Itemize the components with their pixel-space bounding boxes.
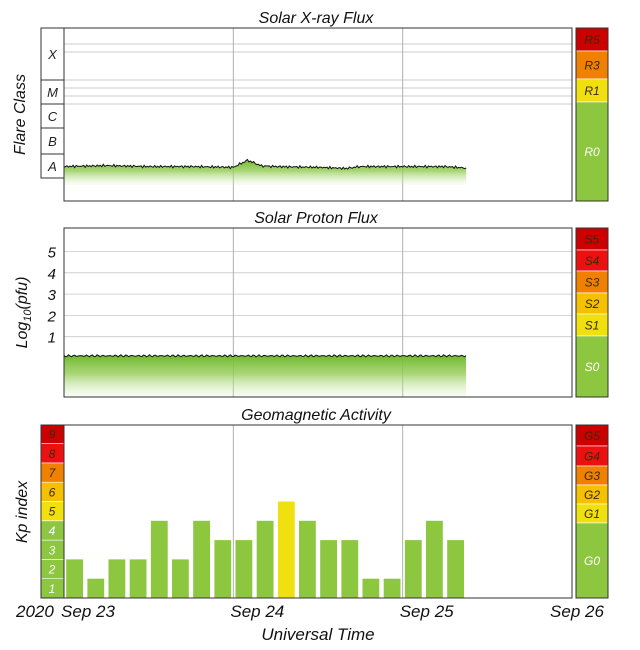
kp-level-label-1: 1 <box>49 582 56 596</box>
kp-bar <box>129 559 147 598</box>
scale-label-g0: G0 <box>584 554 600 568</box>
kp-bar <box>214 540 232 598</box>
scale-frame <box>575 424 609 599</box>
proton-panel-title: Solar Proton Flux <box>254 210 379 227</box>
proton-plot-frame <box>63 227 573 398</box>
x-tick-label: Sep 26 <box>550 602 604 621</box>
proton-flux-area <box>64 354 467 397</box>
scale-label-s0: S0 <box>585 360 600 374</box>
kp-bar <box>172 559 189 598</box>
scale-label-s1: S1 <box>585 319 600 333</box>
kp-y-axis-label: Kp index <box>14 480 31 543</box>
scale-level-r0 <box>575 101 609 202</box>
scale-frame <box>575 227 609 398</box>
kp-bar <box>447 540 464 598</box>
proton-y-tick-label: 2 <box>47 308 57 325</box>
kp-bar <box>383 578 401 598</box>
xray-y-axis-label: Flare Class <box>12 74 29 155</box>
kp-bar <box>150 520 168 598</box>
year-label: 2020 <box>15 602 54 621</box>
kp-bar <box>426 520 443 598</box>
kp-level-label-8: 8 <box>49 447 56 461</box>
scale-frame <box>575 27 609 202</box>
scale-label-g5: G5 <box>584 429 600 443</box>
kp-bar <box>362 578 380 598</box>
xray-panel-title: Solar X-ray Flux <box>259 10 375 27</box>
kp-level-label-2: 2 <box>48 563 56 577</box>
kp-bar <box>299 520 316 598</box>
scale-label-g4: G4 <box>584 450 600 464</box>
x-axis-label: Universal Time <box>261 625 374 644</box>
scale-label-r0: R0 <box>584 145 600 159</box>
kp-plot-area <box>64 425 572 598</box>
proton-y-tick-label: 3 <box>48 287 57 304</box>
flare-class-label-x: X <box>47 47 58 62</box>
proton-y-axis-label: Log10(pfu) <box>14 277 34 349</box>
kp-level-label-9: 9 <box>49 427 56 441</box>
scale-label-r1: R1 <box>584 84 599 98</box>
kp-bar <box>66 559 83 598</box>
xray-flux-area <box>64 159 467 185</box>
scale-label-r5: R5 <box>584 33 600 47</box>
x-tick-label: Sep 25 <box>400 602 454 621</box>
scale-label-s5: S5 <box>585 233 600 247</box>
kp-bar <box>193 520 210 598</box>
geomagnetic-panel-title: Geomagnetic Activity <box>241 407 392 424</box>
scale-label-s2: S2 <box>585 297 600 311</box>
geomagnetic-activity-panel: Geomagnetic Activity Kp index 1 2 3 4 5 6 7 8 9 G5 G… <box>14 407 609 599</box>
proton-flux-line <box>63 354 467 358</box>
kp-bar <box>320 540 337 598</box>
scale-label-s4: S4 <box>585 254 600 268</box>
proton-y-tick-label: 5 <box>48 245 57 262</box>
proton-y-tick-label: 4 <box>48 266 56 283</box>
xray-plot-frame <box>63 27 573 202</box>
kp-bar <box>87 578 105 598</box>
scale-label-r3: R3 <box>584 59 600 73</box>
kp-bar <box>256 520 274 598</box>
x-tick-label: Sep 23 <box>61 602 115 621</box>
flare-class-label-a: A <box>47 159 57 174</box>
kp-bar <box>235 540 253 598</box>
kp-level-label-7: 7 <box>49 466 57 480</box>
proton-flux-panel: Solar Proton Flux Log10(pfu) 1 2 3 4 5 S5 S4 S3 S2… <box>14 210 609 398</box>
scale-label-s3: S3 <box>585 276 600 290</box>
kp-bar <box>404 540 422 598</box>
x-tick-label: Sep 24 <box>230 602 284 621</box>
flare-class-label-c: C <box>48 109 58 124</box>
kp-level-label-3: 3 <box>49 543 56 557</box>
kp-level-label-5: 5 <box>49 505 56 519</box>
kp-bar <box>108 559 126 598</box>
flare-class-label-m: M <box>47 85 58 100</box>
time-axis: 2020 Sep 23 Sep 24 Sep 25 Sep 26 Universal Ti… <box>15 602 604 644</box>
kp-plot-frame <box>63 424 573 599</box>
kp-level-label-6: 6 <box>49 485 56 499</box>
kp-bar <box>277 501 295 598</box>
xray-flux-line <box>63 158 467 171</box>
flare-class-label-b: B <box>48 134 57 149</box>
scale-label-g3: G3 <box>584 469 600 483</box>
scale-label-g2: G2 <box>584 488 600 502</box>
kp-bar <box>341 540 359 598</box>
proton-y-tick-label: 1 <box>48 330 56 347</box>
kp-level-label-4: 4 <box>49 524 56 538</box>
scale-label-g1: G1 <box>584 507 600 521</box>
